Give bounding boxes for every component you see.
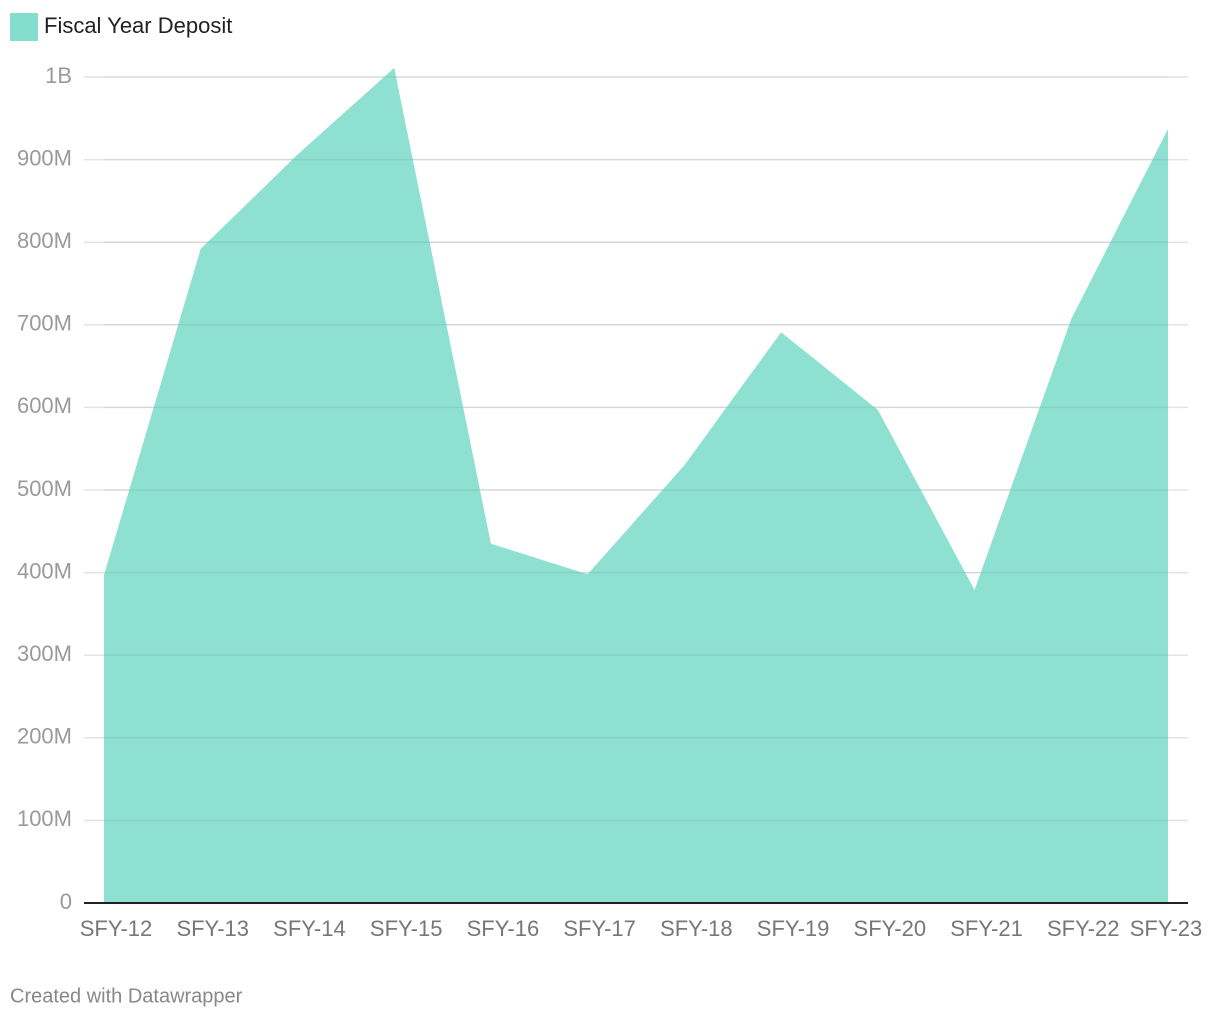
y-tick-label: 0 <box>60 889 72 914</box>
x-tick-label: SFY-22 <box>1047 916 1120 941</box>
y-tick-label: 600M <box>17 393 72 418</box>
x-tick-label: SFY-17 <box>563 916 636 941</box>
y-tick-label: 100M <box>17 806 72 831</box>
y-tick-label: 1B <box>45 63 72 88</box>
x-tick-label: SFY-15 <box>370 916 443 941</box>
x-tick-label: SFY-13 <box>176 916 249 941</box>
x-tick-label: SFY-19 <box>757 916 830 941</box>
y-tick-label: 700M <box>17 311 72 336</box>
x-tick-label: SFY-21 <box>950 916 1023 941</box>
x-tick-label: SFY-12 <box>80 916 153 941</box>
area <box>104 67 1168 903</box>
legend-label: Fiscal Year Deposit <box>44 13 232 38</box>
x-tick-label: SFY-18 <box>660 916 733 941</box>
x-tick-label: SFY-16 <box>467 916 540 941</box>
y-tick-label: 500M <box>17 476 72 501</box>
legend-swatch <box>10 13 38 41</box>
x-tick-label: SFY-20 <box>854 916 927 941</box>
y-tick-label: 300M <box>17 641 72 666</box>
x-tick-label: SFY-23 <box>1130 916 1203 941</box>
x-tick-label: SFY-14 <box>273 916 346 941</box>
y-tick-label: 400M <box>17 558 72 583</box>
y-tick-label: 800M <box>17 228 72 253</box>
y-tick-label: 900M <box>17 145 72 170</box>
footer: Created with Datawrapper <box>10 985 243 1007</box>
y-tick-label: 200M <box>17 724 72 749</box>
